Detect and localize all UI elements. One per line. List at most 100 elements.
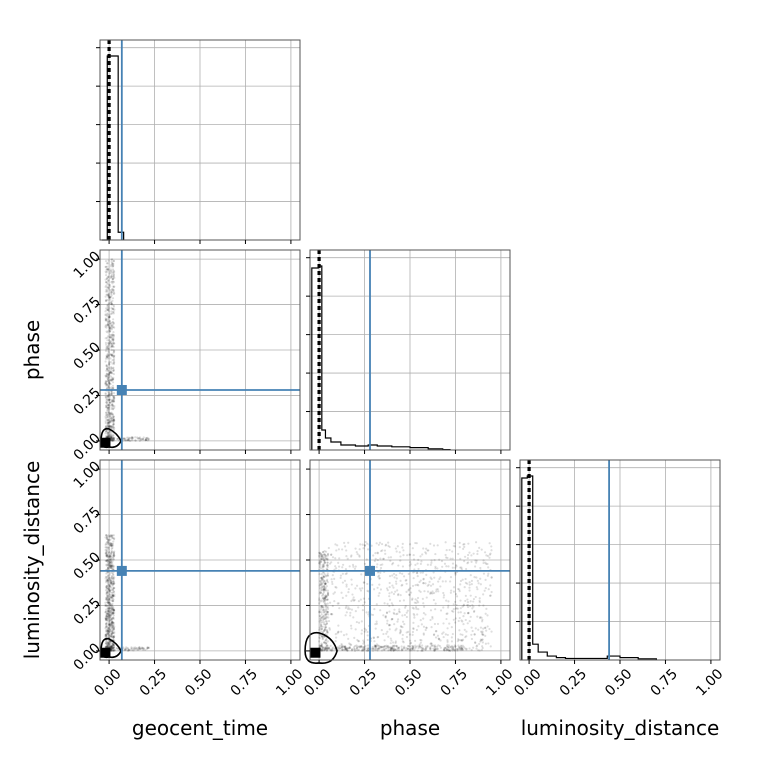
scatter-point-luminosity_distance_vs_geocent_time-276 [105, 619, 109, 622]
ytick-label-phase-4: 1.00 [71, 248, 104, 281]
scatter-point-luminosity_distance_vs_phase-532 [427, 583, 430, 586]
scatter-point-luminosity_distance_vs_phase-1361 [348, 646, 351, 650]
scatter-point-luminosity_distance_vs_geocent_time-317 [108, 538, 111, 541]
scatter-point-phase_vs_geocent_time-193 [107, 356, 110, 359]
scatter-point-luminosity_distance_vs_phase-317 [363, 544, 366, 547]
scatter-point-luminosity_distance_vs_geocent_time-199 [109, 624, 112, 627]
scatter-point-luminosity_distance_vs_phase-233 [376, 644, 379, 647]
scatter-point-luminosity_distance_vs_phase-801 [396, 646, 399, 650]
scatter-point-phase_vs_geocent_time-423 [108, 413, 111, 417]
scatter-point-phase_vs_geocent_time-528 [105, 288, 108, 291]
scatter-point-phase_vs_geocent_time-443 [109, 301, 113, 304]
scatter-point-luminosity_distance_vs_phase-333 [346, 607, 350, 611]
scatter-point-phase_vs_geocent_time-614 [112, 338, 115, 341]
scatter-point-luminosity_distance_vs_geocent_time-542 [109, 589, 112, 592]
scatter-point-luminosity_distance_vs_geocent_time-238 [105, 564, 108, 567]
scatter-point-luminosity_distance_vs_geocent_time-596 [110, 635, 113, 639]
scatter-point-phase_vs_geocent_time-351 [107, 422, 110, 425]
scatter-point-luminosity_distance_vs_geocent_time-354 [107, 595, 110, 598]
scatter-point-phase_vs_geocent_time-231 [108, 301, 111, 305]
scatter-point-phase_vs_geocent_time-218 [110, 390, 113, 393]
scatter-point-luminosity_distance_vs_geocent_time-341 [105, 617, 109, 620]
scatter-point-phase_vs_geocent_time-370 [105, 367, 109, 371]
scatter-point-luminosity_distance_vs_phase-1401 [362, 646, 366, 649]
scatter-point-phase_vs_geocent_time-511 [112, 259, 115, 262]
scatter-point-luminosity_distance_vs_geocent_time-5 [104, 604, 107, 608]
scatter-point-phase_vs_geocent_time-529 [111, 345, 114, 348]
scatter-point-luminosity_distance_vs_geocent_time-367 [107, 614, 110, 617]
scatter-point-luminosity_distance_vs_phase-1491 [340, 646, 343, 650]
scatter-point-luminosity_distance_vs_phase-334 [362, 640, 366, 644]
scatter-point-luminosity_distance_vs_phase-1475 [321, 649, 324, 652]
scatter-point-luminosity_distance_vs_phase-329 [488, 553, 492, 556]
scatter-point-luminosity_distance_vs_geocent_time-398 [107, 623, 110, 626]
scatter-point-luminosity_distance_vs_geocent_time-28 [111, 617, 114, 620]
scatter-point-luminosity_distance_vs_phase-597 [442, 635, 445, 639]
scatter-point-luminosity_distance_vs_geocent_time-313 [112, 628, 115, 631]
scatter-point-luminosity_distance_vs_phase-1025 [420, 649, 423, 652]
scatter-point-luminosity_distance_vs_phase-475 [395, 550, 398, 553]
scatter-point-luminosity_distance_vs_phase-463 [361, 604, 365, 607]
scatter-point-luminosity_distance_vs_geocent_time-90 [106, 555, 109, 558]
scatter-point-phase_vs_geocent_time-634 [112, 331, 115, 334]
scatter-point-phase_vs_geocent_time-309 [109, 268, 112, 271]
scatter-point-phase_vs_geocent_time-19 [107, 431, 110, 435]
scatter-point-luminosity_distance_vs_phase-1195 [340, 644, 343, 647]
scatter-point-luminosity_distance_vs_phase-1336 [321, 635, 324, 638]
scatter-point-phase_vs_geocent_time-526 [109, 276, 112, 280]
scatter-point-phase_vs_geocent_time-657 [111, 338, 115, 341]
scatter-point-luminosity_distance_vs_phase-129 [467, 611, 470, 614]
scatter-point-phase_vs_geocent_time-493 [107, 378, 110, 381]
scatter-point-phase_vs_geocent_time-247 [107, 268, 110, 271]
scatter-point-luminosity_distance_vs_geocent_time-645 [105, 633, 108, 636]
scatter-point-luminosity_distance_vs_phase-139 [475, 559, 478, 562]
scatter-point-luminosity_distance_vs_phase-657 [462, 623, 465, 626]
scatter-point-luminosity_distance_vs_phase-804 [385, 645, 389, 648]
scatter-point-phase_vs_geocent_time-491 [112, 322, 115, 326]
scatter-point-luminosity_distance_vs_phase-1001 [395, 648, 398, 651]
scatter-point-phase_vs_geocent_time-220 [111, 381, 115, 384]
scatter-point-luminosity_distance_vs_phase-664 [446, 643, 449, 646]
scatter-point-phase_vs_geocent_time-257 [110, 366, 113, 369]
scatter-point-luminosity_distance_vs_phase-435 [392, 649, 395, 652]
scatter-point-phase_vs_geocent_time-336 [108, 395, 112, 398]
scatter-point-phase_vs_geocent_time-194 [106, 413, 109, 416]
scatter-point-phase_vs_geocent_time-268 [106, 279, 110, 282]
scatter-point-luminosity_distance_vs_geocent_time-158 [110, 632, 113, 635]
scatter-point-luminosity_distance_vs_geocent_time-765 [146, 646, 149, 649]
scatter-point-luminosity_distance_vs_geocent_time-29 [110, 646, 113, 649]
scatter-point-luminosity_distance_vs_phase-59 [424, 551, 427, 554]
scatter-point-luminosity_distance_vs_geocent_time-23 [106, 597, 109, 600]
scatter-point-luminosity_distance_vs_phase-194 [461, 605, 464, 608]
scatter-point-luminosity_distance_vs_phase-611 [467, 603, 470, 607]
scatter-point-luminosity_distance_vs_geocent_time-455 [106, 645, 110, 648]
scatter-point-luminosity_distance_vs_phase-300 [331, 582, 334, 586]
scatter-point-luminosity_distance_vs_geocent_time-84 [109, 555, 112, 558]
scatter-point-luminosity_distance_vs_geocent_time-242 [112, 554, 115, 557]
scatter-point-luminosity_distance_vs_phase-174 [362, 642, 365, 645]
scatter-point-luminosity_distance_vs_phase-392 [468, 589, 471, 592]
scatter-point-luminosity_distance_vs_geocent_time-751 [132, 647, 135, 651]
scatter-point-luminosity_distance_vs_geocent_time-588 [105, 586, 108, 589]
scatter-point-luminosity_distance_vs_geocent_time-246 [106, 645, 109, 648]
scatter-point-phase_vs_geocent_time-776 [113, 439, 116, 442]
scatter-point-luminosity_distance_vs_phase-979 [429, 647, 432, 650]
scatter-point-phase_vs_geocent_time-172 [112, 264, 115, 267]
scatter-point-luminosity_distance_vs_phase-128 [374, 645, 377, 648]
scatter-point-phase_vs_geocent_time-295 [110, 310, 113, 313]
scatter-point-luminosity_distance_vs_geocent_time-427 [112, 646, 115, 649]
scatter-point-luminosity_distance_vs_geocent_time-251 [104, 546, 107, 549]
scatter-point-luminosity_distance_vs_phase-494 [386, 630, 389, 633]
scatter-point-luminosity_distance_vs_phase-122 [363, 646, 366, 649]
scatter-point-luminosity_distance_vs_phase-937 [451, 647, 454, 650]
scatter-point-luminosity_distance_vs_geocent_time-468 [108, 535, 111, 538]
scatter-point-luminosity_distance_vs_phase-934 [321, 635, 324, 639]
scatter-point-luminosity_distance_vs_phase-147 [420, 623, 423, 626]
scatter-point-luminosity_distance_vs_phase-221 [441, 632, 444, 635]
scatter-point-luminosity_distance_vs_phase-218 [415, 542, 418, 545]
scatter-point-luminosity_distance_vs_phase-616 [358, 554, 361, 557]
scatter-point-phase_vs_geocent_time-103 [108, 330, 112, 333]
scatter-point-phase_vs_geocent_time-201 [104, 360, 107, 363]
scatter-point-luminosity_distance_vs_geocent_time-262 [111, 644, 114, 648]
scatter-point-luminosity_distance_vs_phase-838 [383, 549, 387, 552]
